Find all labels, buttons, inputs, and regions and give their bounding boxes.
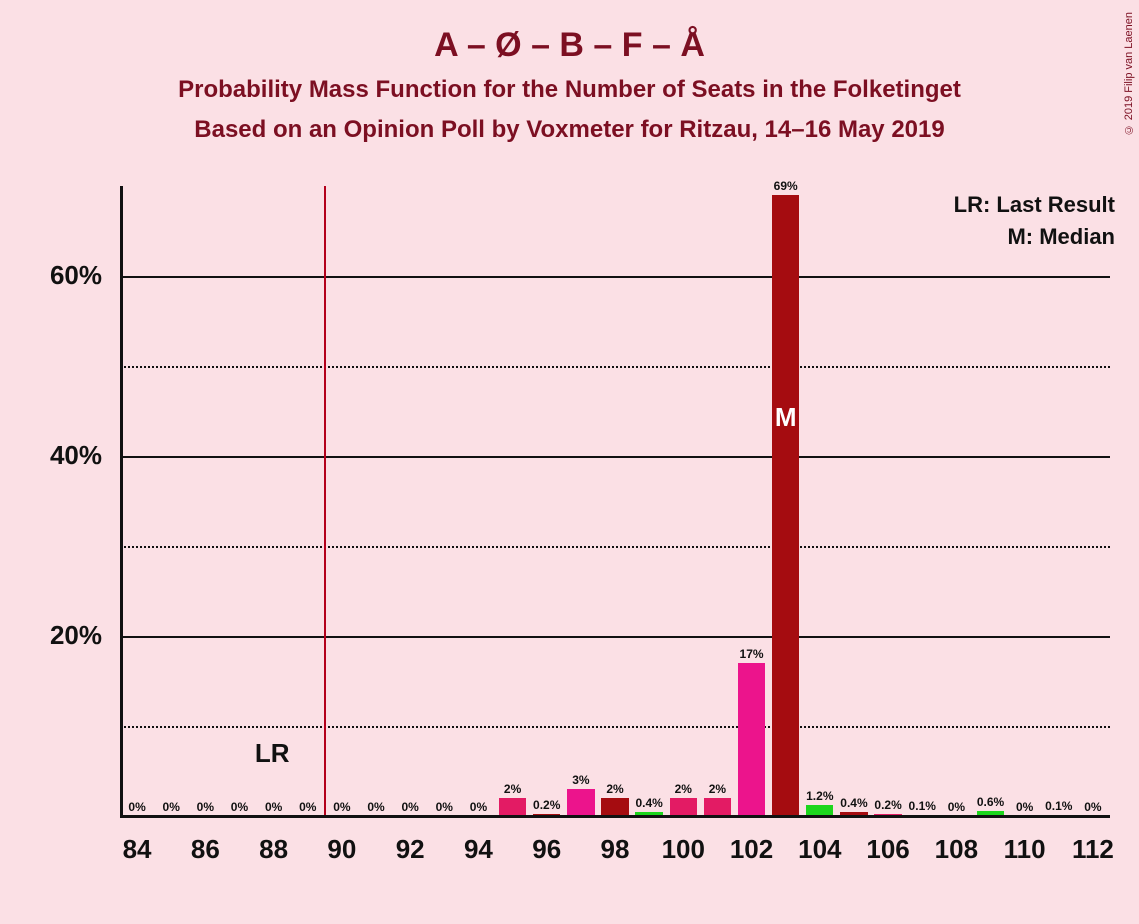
x-tick-label: 94 [448,834,508,865]
x-tick-label: 92 [380,834,440,865]
gridline-minor [120,726,1110,728]
bar-value-label: 0% [265,800,282,814]
bar [772,195,799,816]
bar-value-label: 0% [1016,800,1033,814]
bar-value-label: 0.4% [635,796,662,810]
y-tick-label: 60% [0,260,102,291]
chart-subtitle-1: Probability Mass Function for the Number… [0,76,1139,104]
bar [704,798,731,816]
gridline-major [120,456,1110,458]
bar-value-label: 0% [436,800,453,814]
bar-value-label: 0% [1084,800,1101,814]
x-tick-label: 104 [790,834,850,865]
x-tick-label: 86 [175,834,235,865]
chart-subtitle-2: Based on an Opinion Poll by Voxmeter for… [0,116,1139,144]
bar-value-label: 0% [197,800,214,814]
gridline-major [120,636,1110,638]
bar-value-label: 0% [367,800,384,814]
x-tick-label: 100 [653,834,713,865]
y-tick-label: 20% [0,620,102,651]
y-tick-label: 40% [0,440,102,471]
y-axis-line [120,186,123,816]
bar-value-label: 0.1% [909,799,936,813]
bar [738,663,765,816]
chart-container: A – Ø – B – F – Å Probability Mass Funct… [0,0,1139,924]
bar [601,798,628,816]
median-marker-label: M [775,402,797,433]
x-tick-label: 84 [107,834,167,865]
bar-value-label: 0% [948,800,965,814]
chart-title: A – Ø – B – F – Å [0,26,1139,65]
bar-value-label: 17% [740,647,764,661]
gridline-major [120,276,1110,278]
bar-value-label: 0% [333,800,350,814]
bar-value-label: 0.6% [977,795,1004,809]
bar [567,789,594,816]
gridline-minor [120,546,1110,548]
bar-value-label: 0% [470,800,487,814]
bar-value-label: 0% [231,800,248,814]
x-tick-label: 102 [722,834,782,865]
bar-value-label: 0.2% [874,798,901,812]
bar-value-label: 1.2% [806,789,833,803]
last-result-line [324,186,326,816]
gridline-minor [120,366,1110,368]
x-tick-label: 112 [1063,834,1123,865]
x-tick-label: 110 [995,834,1055,865]
x-tick-label: 108 [926,834,986,865]
bar-value-label: 2% [606,782,623,796]
bar-value-label: 0% [402,800,419,814]
bar-value-label: 0.4% [840,796,867,810]
plot-area [120,186,1110,816]
bar-value-label: 0.1% [1045,799,1072,813]
bar-value-label: 2% [504,782,521,796]
bar-value-label: 0.2% [533,798,560,812]
bar-value-label: 2% [675,782,692,796]
x-tick-label: 98 [585,834,645,865]
bar [670,798,697,816]
bar [499,798,526,816]
copyright-text: © 2019 Filip van Laenen [1123,12,1135,135]
lr-marker-label: LR [255,738,290,769]
bar-value-label: 0% [128,800,145,814]
bar-value-label: 3% [572,773,589,787]
x-tick-label: 96 [517,834,577,865]
bar-value-label: 2% [709,782,726,796]
bar-value-label: 69% [774,179,798,193]
x-axis-line [120,815,1110,818]
bar-value-label: 0% [299,800,316,814]
x-tick-label: 106 [858,834,918,865]
bar-value-label: 0% [163,800,180,814]
x-tick-label: 90 [312,834,372,865]
x-tick-label: 88 [244,834,304,865]
